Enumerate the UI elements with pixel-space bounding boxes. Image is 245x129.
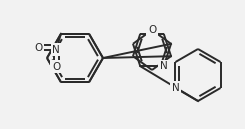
Text: O: O — [52, 62, 60, 72]
Text: O: O — [34, 43, 42, 53]
Text: N: N — [52, 45, 60, 55]
Text: N: N — [172, 83, 179, 93]
Text: O: O — [148, 25, 156, 35]
Text: N: N — [160, 61, 168, 71]
